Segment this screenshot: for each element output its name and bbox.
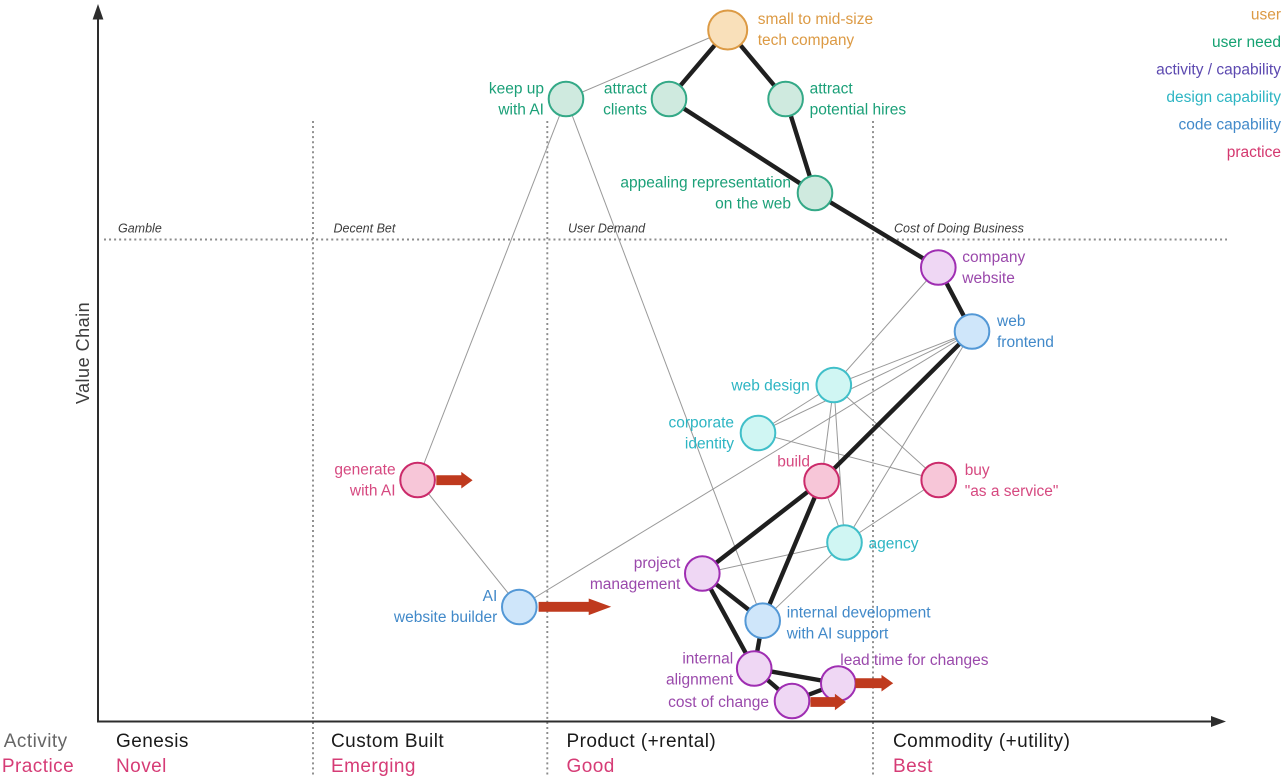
svg-text:appealing representation: appealing representation (620, 175, 791, 192)
svg-text:internal development: internal development (787, 605, 932, 622)
svg-text:Good: Good (567, 756, 615, 777)
svg-text:attract: attract (604, 81, 648, 98)
svg-text:Practice: Practice (2, 756, 74, 777)
svg-text:Decent Bet: Decent Bet (334, 222, 396, 236)
svg-text:Commodity (+utility): Commodity (+utility) (893, 731, 1070, 752)
svg-text:clients: clients (603, 102, 647, 119)
svg-text:lead time for changes: lead time for changes (840, 652, 988, 669)
svg-text:website: website (961, 270, 1015, 287)
svg-text:code capability: code capability (1178, 117, 1281, 134)
svg-text:keep up: keep up (489, 81, 544, 98)
svg-text:potential hires: potential hires (810, 102, 907, 119)
svg-text:on the web: on the web (715, 196, 791, 213)
svg-text:activity / capability: activity / capability (1156, 62, 1281, 79)
svg-text:build: build (777, 454, 810, 471)
svg-text:company: company (962, 249, 1025, 266)
svg-text:generate: generate (334, 462, 395, 479)
svg-text:attract: attract (810, 81, 854, 98)
svg-text:web: web (996, 313, 1025, 330)
svg-text:management: management (590, 576, 681, 593)
svg-text:project: project (634, 555, 681, 572)
svg-text:frontend: frontend (997, 334, 1054, 351)
svg-text:Genesis: Genesis (116, 731, 189, 752)
svg-text:alignment: alignment (666, 672, 734, 689)
svg-text:user: user (1251, 7, 1281, 24)
svg-text:small to mid-size: small to mid-size (758, 11, 873, 28)
svg-text:user need: user need (1212, 34, 1281, 51)
svg-text:AI: AI (483, 588, 498, 605)
svg-text:Gamble: Gamble (118, 222, 162, 236)
svg-text:identity: identity (685, 436, 734, 453)
svg-text:Value Chain: Value Chain (73, 302, 93, 404)
svg-text:Custom Built: Custom Built (331, 731, 444, 752)
svg-text:buy: buy (965, 462, 990, 479)
svg-text:Product (+rental): Product (+rental) (567, 731, 717, 752)
svg-text:agency: agency (869, 536, 919, 553)
svg-text:corporate: corporate (669, 415, 734, 432)
svg-text:Best: Best (893, 756, 933, 777)
svg-text:with AI: with AI (497, 102, 544, 119)
svg-text:Activity: Activity (4, 731, 68, 752)
svg-text:Cost of Doing Business: Cost of Doing Business (894, 222, 1024, 236)
svg-text:Novel: Novel (116, 756, 167, 777)
svg-text:"as a service": "as a service" (965, 483, 1059, 500)
svg-text:cost of change: cost of change (668, 694, 769, 711)
svg-text:tech company: tech company (758, 32, 855, 49)
svg-text:website builder: website builder (393, 609, 497, 626)
svg-text:web design: web design (730, 378, 809, 395)
svg-text:with AI: with AI (349, 483, 396, 500)
svg-text:internal: internal (682, 651, 733, 668)
svg-text:with AI support: with AI support (786, 626, 889, 643)
svg-text:User Demand: User Demand (568, 222, 646, 236)
svg-text:Emerging: Emerging (331, 756, 416, 777)
svg-text:design capability: design capability (1166, 89, 1281, 106)
svg-text:practice: practice (1227, 144, 1281, 161)
